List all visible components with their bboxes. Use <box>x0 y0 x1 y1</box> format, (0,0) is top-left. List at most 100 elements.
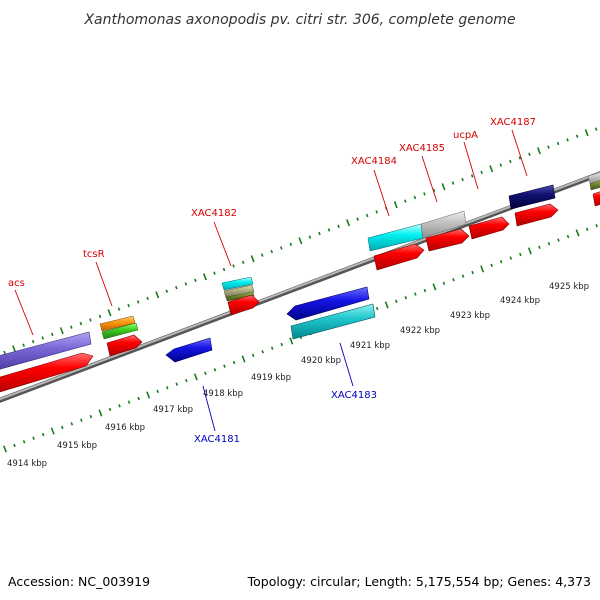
major-tick <box>432 283 437 291</box>
major-tick <box>146 391 151 399</box>
gene-XAC4181[interactable] <box>165 337 213 363</box>
minor-tick <box>165 386 169 390</box>
minor-tick <box>490 263 493 268</box>
minor-tick <box>442 281 446 286</box>
minor-tick <box>270 346 274 350</box>
label-acs[interactable]: acs <box>8 278 25 289</box>
gene-XAC4182-cyan[interactable] <box>221 276 254 291</box>
genome-backbone <box>0 171 600 403</box>
minor-tick <box>404 199 407 203</box>
gene-XAC4187-navy[interactable] <box>508 184 556 210</box>
minor-tick <box>222 267 226 272</box>
gene-acs-upper[interactable] <box>0 331 92 372</box>
forward-tick-track <box>3 127 598 355</box>
accession-text: Accession: NC_003919 <box>8 574 150 589</box>
major-tick <box>384 301 389 309</box>
tick-label-4917: 4917 kbp <box>153 405 193 415</box>
major-tick <box>250 255 255 263</box>
label-tcsR[interactable]: tcsR <box>83 249 105 260</box>
minor-tick <box>146 296 149 301</box>
major-tick <box>155 291 160 299</box>
minor-tick <box>499 260 503 264</box>
minor-tick <box>518 156 522 160</box>
minor-tick <box>127 303 130 308</box>
minor-tick <box>432 188 436 193</box>
minor-tick <box>117 307 121 311</box>
label-XAC4181[interactable]: XAC4181 <box>194 434 240 445</box>
minor-tick <box>289 242 293 247</box>
gene-edge-red[interactable] <box>592 191 600 207</box>
tick-label-4918: 4918 kbp <box>203 389 243 399</box>
gene-XAC4184[interactable] <box>373 243 425 271</box>
gene-XAC4183-blue[interactable] <box>286 286 370 321</box>
label-XAC4183[interactable]: XAC4183 <box>331 390 377 401</box>
minor-tick <box>32 436 35 440</box>
gene-ucpA[interactable] <box>468 216 510 240</box>
gene-edge-olive[interactable] <box>589 180 600 191</box>
minor-tick <box>260 253 264 257</box>
gene-XAC4182-olive[interactable] <box>225 291 255 302</box>
minor-tick <box>41 336 44 340</box>
minor-tick <box>566 234 570 239</box>
minor-tick <box>223 364 226 368</box>
tick-label-4924: 4924 kbp <box>500 296 540 306</box>
minor-tick <box>31 339 35 344</box>
minor-tick <box>280 246 283 250</box>
gene-edge-gray[interactable] <box>587 172 600 185</box>
minor-tick <box>13 443 16 448</box>
minor-tick <box>566 138 569 142</box>
tick-label-4920: 4920 kbp <box>301 356 341 366</box>
minor-tick <box>204 371 207 376</box>
label-XAC4182[interactable]: XAC4182 <box>191 208 237 219</box>
label-XAC4187[interactable]: XAC4187 <box>490 117 536 128</box>
minor-tick <box>365 213 369 218</box>
gene-XAC4187[interactable] <box>514 203 559 227</box>
gene-XAC4183[interactable] <box>290 303 376 340</box>
minor-tick <box>528 152 531 156</box>
minor-tick <box>595 224 598 228</box>
gene-tcsR-orange[interactable] <box>99 315 136 332</box>
minor-tick <box>594 127 598 131</box>
minor-tick <box>538 245 541 249</box>
major-tick <box>298 237 303 245</box>
gene-features <box>0 172 600 395</box>
minor-tick <box>241 260 245 265</box>
minor-tick <box>585 227 589 231</box>
gene-acs[interactable] <box>0 352 94 395</box>
map-title: Xanthomonas axonopodis pv. citri str. 30… <box>83 12 515 28</box>
gene-XAC4185[interactable] <box>425 228 470 252</box>
tick-label-4923: 4923 kbp <box>450 311 490 321</box>
minor-tick <box>575 134 579 138</box>
minor-tick <box>557 238 560 242</box>
minor-tick <box>185 378 188 383</box>
minor-tick <box>461 274 465 278</box>
minor-tick <box>556 141 560 146</box>
minor-tick <box>547 145 550 149</box>
label-XAC4184[interactable]: XAC4184 <box>351 156 397 167</box>
gene-XAC4182-khaki[interactable] <box>223 284 255 299</box>
major-tick <box>575 229 580 237</box>
gene-XAC4185-gray[interactable] <box>420 210 467 239</box>
minor-tick <box>375 210 378 214</box>
label-ucpA[interactable]: ucpA <box>453 130 478 141</box>
major-tick <box>241 355 246 363</box>
gene-tcsR[interactable] <box>106 334 143 357</box>
gene-tcsR-green[interactable] <box>101 322 139 340</box>
major-tick <box>480 265 485 273</box>
minor-tick <box>509 159 512 164</box>
minor-tick <box>470 174 474 178</box>
label-XAC4185[interactable]: XAC4185 <box>399 143 445 154</box>
gene-XAC4182[interactable] <box>227 294 260 316</box>
major-tick <box>441 183 446 191</box>
tick-label-4922: 4922 kbp <box>400 326 440 336</box>
minor-tick <box>404 296 408 300</box>
tick-label-4921: 4921 kbp <box>350 341 390 351</box>
minor-tick <box>423 192 426 196</box>
minor-tick <box>318 231 321 236</box>
minor-tick <box>22 343 25 347</box>
gene-labels: acs tcsR XAC4182 XAC4184 XAC4185 ucpA XA… <box>8 117 536 445</box>
minor-tick <box>165 289 169 293</box>
minor-tick <box>451 181 455 185</box>
minor-tick <box>280 342 284 347</box>
